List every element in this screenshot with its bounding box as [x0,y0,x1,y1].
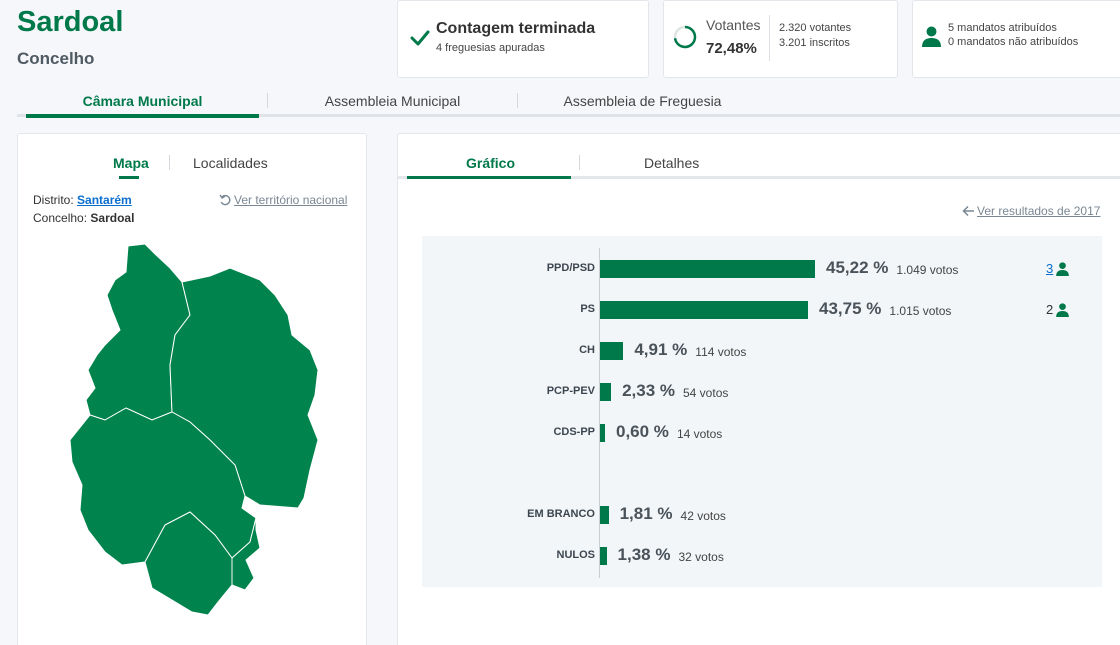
ver-resultados-2017-label: Ver resultados de 2017 [977,204,1101,218]
chart-bar[interactable] [600,301,808,319]
ver-territorio-nacional-label: Ver território nacional [234,193,348,207]
chart-axis [599,248,600,578]
chart-category-label: PPD/PSD [546,262,595,274]
chart-percent-label: 4,91 % [634,340,688,359]
tab-assembleia-municipal[interactable]: Assembleia Municipal [324,93,461,109]
chart-percent-label: 45,22 % [826,258,889,277]
chart-bar[interactable] [600,424,605,442]
concelho-line: Concelho: Sardoal [33,211,134,225]
results-chart [422,236,1102,587]
map-parish-east-lobe[interactable] [231,517,261,591]
concelho-label: Concelho: [33,211,88,225]
chart-percent-label: 0,60 % [616,422,669,441]
chart-bar[interactable] [600,260,815,278]
tab-assembleia-freguesia[interactable]: Assembleia de Freguesia [563,93,722,109]
distrito-link[interactable]: Santarém [77,193,132,207]
tab-mapa[interactable]: Mapa [113,155,149,171]
person-icon [1056,302,1070,317]
tab-detalhes[interactable]: Detalhes [644,155,700,171]
chart-percent-label: 2,33 % [622,381,675,400]
chart-votes-label: 1.015 votos [889,304,952,318]
turnout-ring-icon [673,25,697,49]
undo-icon [219,194,231,205]
mandates-card [912,0,1120,78]
mandates-count: 2 [1046,302,1054,317]
chart-votes-label: 32 votos [678,550,724,564]
tab-separator [169,155,170,170]
tab-localidades[interactable]: Localidades [193,155,268,171]
active-tab-indicator [26,114,259,118]
chart-percent-label: 1,81 % [619,504,673,523]
distrito-label: Distrito: [33,193,74,207]
chart-category-label: PCP-PEV [546,385,595,397]
chart-mandates: 2 [1046,302,1070,317]
tab-separator [579,155,580,170]
mandates-unassigned: 0 mandatos não atribuídos [948,36,1079,48]
chart-bar[interactable] [600,547,607,565]
voters-count: 2.320 votantes [779,22,852,34]
ver-resultados-2017-link[interactable]: Ver resultados de 2017 [962,204,1100,218]
chart-category-label: CDS-PP [553,426,595,438]
arrow-left-icon [962,205,974,217]
chart-category-label: EM BRANCO [527,508,595,520]
chart-votes-label: 1.049 votos [896,263,959,277]
top-tabs-track [17,114,1120,117]
chart-votes-label: 54 votos [683,386,729,400]
divider [769,15,770,61]
turnout-percent: 72,48% [706,40,757,57]
status-sub: 4 freguesias apuradas [436,42,545,54]
check-icon [410,30,430,46]
tab-separator [267,93,268,108]
chart-mandates[interactable]: 3 [1046,261,1070,276]
chart-bar[interactable] [600,342,624,360]
chart-bar[interactable] [600,506,609,524]
tab-separator [517,93,518,108]
chart-percent-label: 43,75 % [819,299,882,318]
page-subtitle: Concelho [17,49,95,68]
chart-category-label: CH [579,344,595,356]
chart-votes-label: 42 votos [680,509,726,523]
chart-votes-label: 114 votos [695,345,747,359]
chart-category-label: PS [580,303,595,315]
active-tab-indicator [407,176,571,179]
turnout-card [663,0,898,78]
turnout-label: Votantes [706,17,761,33]
chart-percent-label: 1,38 % [617,545,671,564]
person-icon [922,26,941,47]
ver-territorio-nacional-link[interactable]: Ver território nacional [219,193,347,207]
registered-count: 3.201 inscritos [779,37,850,49]
chart-category-label: NULOS [556,549,596,561]
page-title: Sardoal [17,6,124,38]
tab-grafico[interactable]: Gráfico [466,155,516,171]
chart-votes-label: 14 votos [676,427,723,441]
map-parish-south[interactable] [144,511,233,616]
active-tab-indicator [119,176,139,179]
results-tabs-track [397,176,1120,179]
distrito-line: Distrito: Santarém [33,193,132,207]
person-icon [1056,261,1070,276]
chart-bar[interactable] [600,383,612,401]
status-card [397,0,649,78]
mandates-assigned: 5 mandatos atribuídos [948,22,1057,34]
concelho-value: Sardoal [90,211,135,225]
sardoal-map [69,243,319,616]
status-main: Contagem terminada [436,20,596,37]
mandates-count: 3 [1046,261,1054,276]
tab-camara-municipal[interactable]: Câmara Municipal [82,93,203,109]
